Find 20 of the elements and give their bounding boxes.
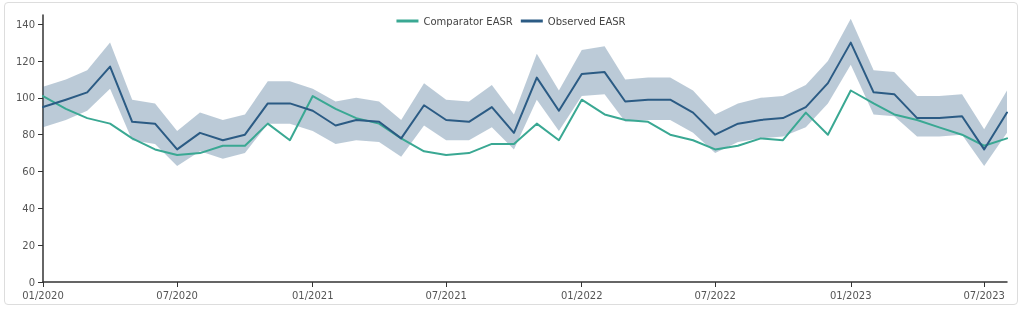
x-tick-label: 01/2020 xyxy=(22,289,64,301)
x-tick-label: 07/2022 xyxy=(694,289,736,301)
line-series xyxy=(42,89,1008,156)
y-tick-label: 120 xyxy=(15,55,35,67)
y-tick-label: 0 xyxy=(28,276,35,288)
x-tick-label: 07/2020 xyxy=(156,289,198,301)
y-tick-label: 40 xyxy=(22,202,35,214)
legend-label: Comparator EASR xyxy=(423,15,513,27)
x-tick-label: 01/2022 xyxy=(560,289,603,301)
y-tick-label: 100 xyxy=(15,92,35,104)
x-tick-label: 01/2021 xyxy=(291,289,334,301)
x-tick-label: 07/2021 xyxy=(425,289,467,301)
x-tick-label: 07/2023 xyxy=(963,289,1005,301)
legend-label: Observed EASR xyxy=(547,15,626,27)
y-tick-label: 20 xyxy=(22,239,35,251)
line-series xyxy=(42,41,1008,151)
y-tick-label: 80 xyxy=(22,129,35,141)
y-tick-label: 140 xyxy=(15,18,35,30)
y-tick-label: 60 xyxy=(22,166,35,178)
x-tick-label: 01/2023 xyxy=(829,289,872,301)
